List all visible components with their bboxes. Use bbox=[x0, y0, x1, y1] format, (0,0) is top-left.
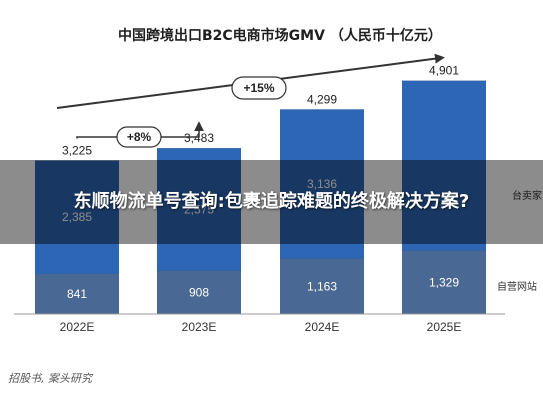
bar-segment-own-site-2022E bbox=[35, 273, 119, 314]
plot-area: 841 2,385 3,225 2022E 908 2,575 3,483 2023E 1,16… bbox=[14, 64, 505, 334]
bar-segment-blue-2023E bbox=[157, 148, 241, 271]
bar-segment-own-site-2023E bbox=[157, 270, 241, 314]
bar-segment-blue-2025E bbox=[402, 80, 486, 251]
bar-total-label-2023E: 3,483 bbox=[184, 131, 214, 145]
bar-segment-own-site-2025E bbox=[402, 250, 486, 314]
bar-total-label-2025E: 4,901 bbox=[429, 64, 459, 78]
growth-label-15pct: +15% bbox=[243, 81, 274, 95]
x-tick-2025E: 2025E bbox=[427, 320, 462, 334]
bar-total-label-2024E: 4,299 bbox=[307, 92, 337, 106]
source-note: 招股书, 案头研究 bbox=[8, 372, 94, 385]
banner-headline: 东顺物流单号查询:包裹追踪难题的终极解决方案? bbox=[73, 191, 470, 212]
x-tick-2022E: 2022E bbox=[60, 320, 95, 334]
bar-label-blue-2023E: 2,575 bbox=[184, 203, 214, 217]
growth-pill-15pct bbox=[231, 76, 287, 100]
x-tick-2023E: 2023E bbox=[182, 320, 217, 334]
bar-label-own-site-2023E: 908 bbox=[189, 285, 209, 299]
growth-annotations: +8% +15% bbox=[56, 53, 445, 148]
bar-label-own-site-2025E: 1,329 bbox=[429, 275, 459, 289]
bar-label-blue-2024E: 3,136 bbox=[307, 177, 337, 191]
bar-label-own-site-2022E: 841 bbox=[67, 287, 87, 301]
legend-label-own-site: 自营网站 bbox=[497, 280, 537, 293]
bar-label-blue-2022E: 2,385 bbox=[62, 210, 92, 224]
bar-segment-blue-2024E bbox=[280, 109, 364, 259]
bar-label-own-site-2024E: 1,163 bbox=[307, 279, 337, 293]
growth-pill-8pct bbox=[116, 126, 162, 148]
chart-title: 中国跨境出口B2C电商市场GMV （人民币十亿元） bbox=[118, 27, 442, 44]
bar-segment-own-site-2024E bbox=[280, 258, 364, 314]
overlay-banner: 东顺物流单号查询:包裹追踪难题的终极解决方案? bbox=[0, 160, 543, 244]
x-tick-2024E: 2024E bbox=[305, 320, 340, 334]
legend-label-platform-sellers: 台卖家 bbox=[512, 189, 542, 202]
bar-total-label-2022E: 3,225 bbox=[62, 144, 92, 158]
bar-segment-blue-2022E bbox=[35, 160, 119, 274]
growth-label-8pct: +8% bbox=[127, 130, 152, 144]
